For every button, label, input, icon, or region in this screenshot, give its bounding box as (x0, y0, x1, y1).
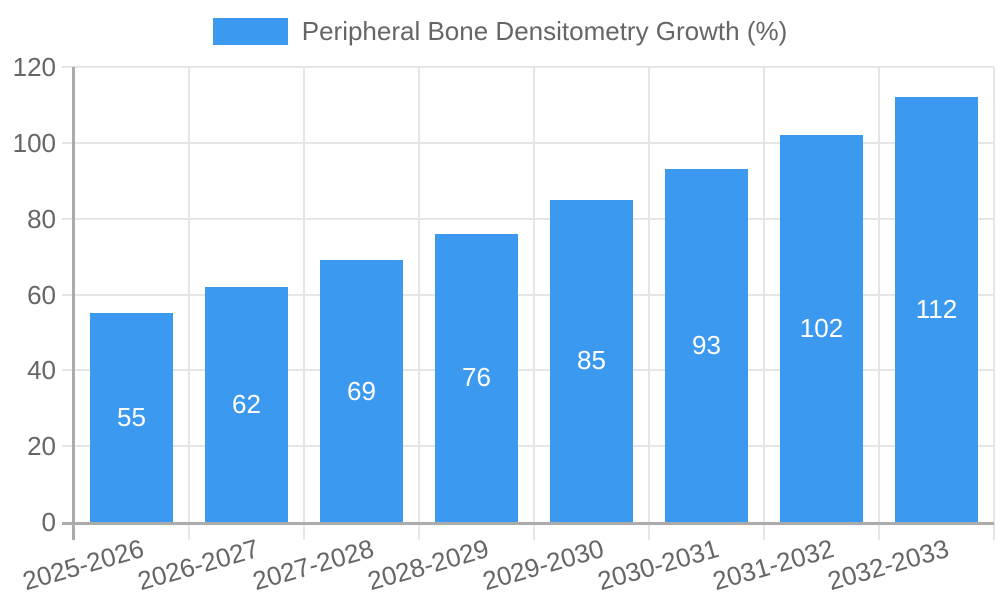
y-axis-line (72, 67, 75, 540)
x-tick-label: 2030-2031 (594, 533, 723, 597)
bar-value-label: 76 (462, 362, 491, 393)
y-tick-label: 80 (27, 203, 56, 234)
bar[interactable]: 102 (780, 135, 863, 522)
bar[interactable]: 76 (435, 233, 518, 522)
y-gridline (62, 66, 994, 68)
bar[interactable]: 93 (665, 169, 748, 522)
x-gridline (763, 67, 765, 540)
x-gridline (533, 67, 535, 540)
y-tick-label: 100 (12, 127, 56, 158)
y-gridline (62, 445, 994, 448)
y-gridline (62, 293, 994, 296)
bar-value-label: 93 (692, 330, 721, 361)
bar-value-label: 55 (117, 402, 146, 433)
y-tick-label: 120 (12, 52, 56, 82)
y-gridline (62, 141, 994, 144)
bar[interactable]: 112 (895, 97, 978, 522)
bar-value-label: 112 (915, 294, 958, 325)
x-gridline (993, 67, 995, 540)
y-tick-label: 0 (41, 507, 56, 537)
y-tick-label: 60 (27, 279, 56, 310)
x-gridline (878, 67, 880, 540)
bar[interactable]: 55 (90, 313, 173, 522)
x-tick-label: 2029-2030 (479, 533, 608, 597)
x-gridline (418, 67, 420, 540)
x-gridline (188, 67, 190, 540)
x-tick-label: 2032-2033 (824, 533, 953, 597)
x-tick-label: 2031-2032 (709, 533, 838, 597)
bar[interactable]: 62 (205, 286, 288, 522)
y-tick-label: 20 (27, 431, 56, 462)
x-tick-label: 2025-2026 (19, 533, 148, 597)
y-gridline (62, 369, 994, 372)
bar[interactable]: 85 (550, 199, 633, 522)
bar-value-label: 85 (577, 345, 606, 376)
x-gridline (303, 67, 305, 540)
x-tick-label: 2028-2029 (364, 533, 493, 597)
bar-value-label: 102 (799, 313, 844, 344)
legend-swatch-icon[interactable] (212, 18, 288, 45)
x-axis-line (62, 522, 994, 525)
chart-legend[interactable]: Peripheral Bone Densitometry Growth (%) (0, 16, 1000, 47)
bar-value-label: 62 (232, 388, 261, 419)
x-tick-label: 2026-2027 (134, 533, 263, 597)
bar[interactable]: 69 (320, 260, 403, 522)
bar-value-label: 69 (347, 375, 376, 406)
x-tick-label: 2027-2028 (249, 533, 378, 597)
y-tick-label: 40 (27, 355, 56, 386)
y-gridline (62, 217, 994, 220)
legend-label: Peripheral Bone Densitometry Growth (%) (301, 16, 788, 46)
x-gridline (648, 67, 650, 540)
